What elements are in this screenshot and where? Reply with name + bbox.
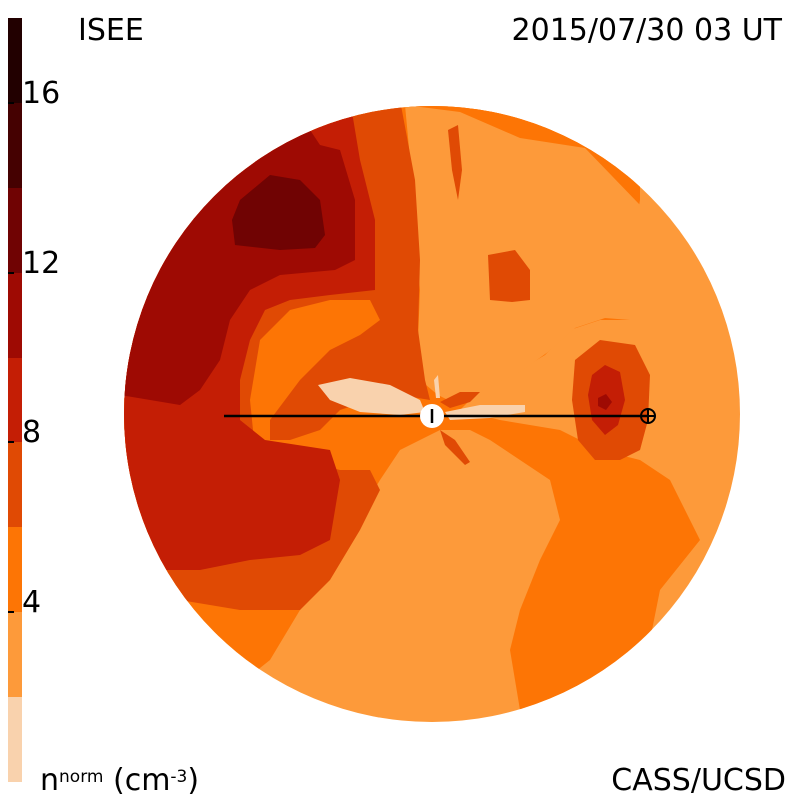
colorbar-band	[8, 102, 22, 188]
contour-level-6-8	[488, 250, 530, 302]
quantity-unit-label: nnorm (cm-3)	[40, 763, 200, 798]
contour-level-6-8	[448, 125, 462, 200]
colorbar-tick	[8, 101, 14, 104]
colorbar-band	[8, 357, 22, 443]
contour-level-6-8	[440, 430, 470, 465]
contour-level-6-8	[440, 392, 480, 408]
colorbar-tick	[8, 441, 14, 444]
colorbar-band	[8, 612, 22, 698]
colorbar-tick	[8, 271, 14, 274]
colorbar-band	[8, 187, 22, 273]
earth-icon	[640, 408, 656, 424]
colorbar-tick-label: 16	[22, 75, 61, 111]
density-contours	[124, 106, 740, 722]
colorbar-tick-label: 4	[22, 585, 42, 621]
sun-icon	[420, 404, 444, 428]
colorbar-band	[8, 18, 22, 103]
colorbar-band	[8, 272, 22, 358]
contour-level-12-14	[232, 175, 325, 250]
colorbar-tick-label: 12	[22, 245, 61, 281]
colorbar-tick	[8, 611, 14, 614]
contour-level-0-2	[318, 378, 425, 415]
colorbar-band	[8, 697, 22, 782]
colorbar-band	[8, 442, 22, 528]
contour-level-0-2	[434, 375, 440, 398]
colorbar-tick-label: 8	[22, 415, 42, 451]
observatory-label: ISEE	[78, 13, 144, 48]
credit-label: CASS/UCSD	[611, 763, 786, 798]
datetime-label: 2015/07/30 03 UT	[511, 13, 782, 48]
colorbar-band	[8, 527, 22, 613]
contour-level-10-12	[598, 394, 612, 410]
